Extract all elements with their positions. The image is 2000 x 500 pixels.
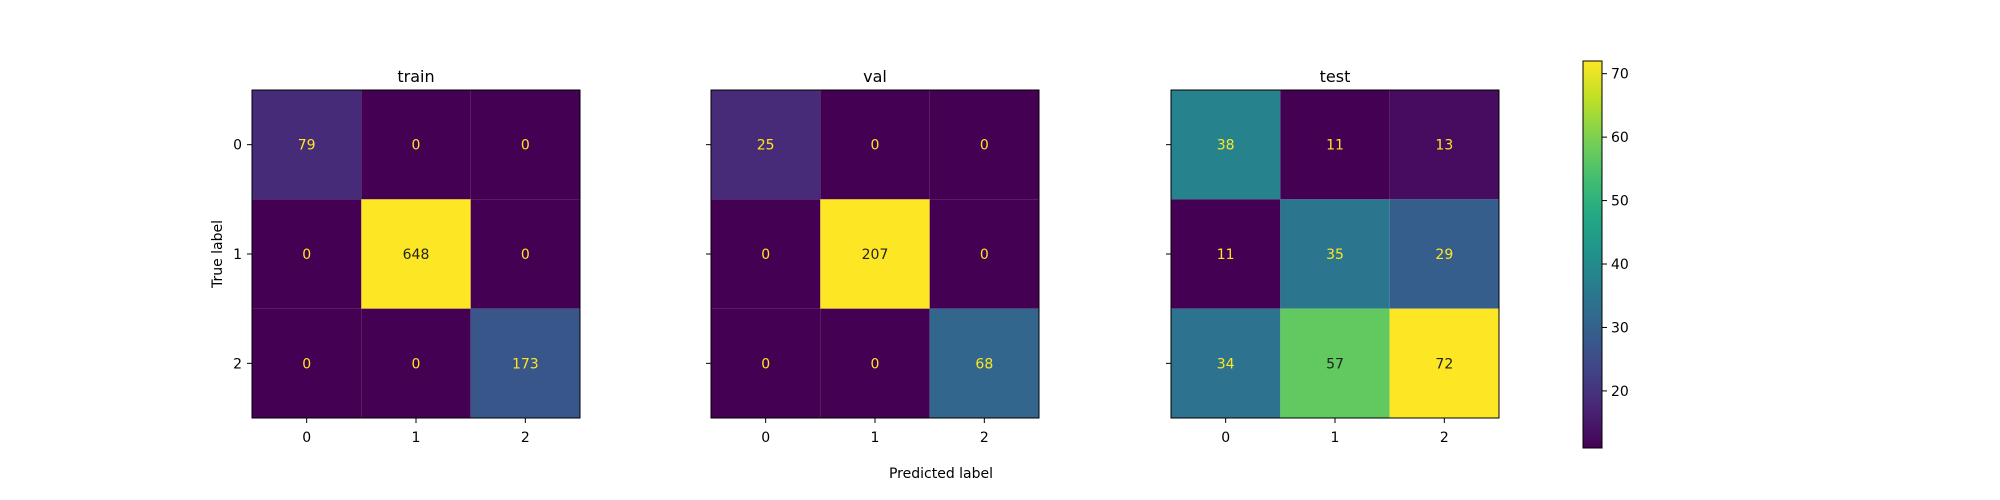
heatmap-cell <box>820 199 930 309</box>
x-tick-label: 1 <box>1331 430 1340 446</box>
cell-value-label: 72 <box>1435 356 1453 372</box>
heatmap-cell <box>820 308 930 418</box>
heatmap-cell <box>929 199 1039 309</box>
x-tick-label: 2 <box>1440 430 1449 446</box>
cell-value-label: 13 <box>1435 138 1453 154</box>
y-tick-label: 1 <box>233 247 242 263</box>
heatmap-cell <box>711 90 821 200</box>
heatmap-cell <box>252 308 362 418</box>
colorbar: 20 30 40 50 60 70 <box>1582 60 1629 449</box>
y-tick-label: 0 <box>233 138 242 154</box>
confusion-matrix-test: 38 11 13 11 35 29 34 57 72 test 0 1 2 <box>1166 67 1500 446</box>
heatmap-cell <box>252 199 362 309</box>
heatmap-cell <box>1171 308 1281 418</box>
heatmap-cell <box>929 90 1039 200</box>
cell-value-label: 0 <box>302 247 311 263</box>
y-axis-label: True label <box>210 220 226 289</box>
x-tick-label: 1 <box>871 430 880 446</box>
x-tick-label: 0 <box>1221 430 1230 446</box>
heatmap-cell <box>711 308 821 418</box>
cell-value-label: 648 <box>403 247 430 263</box>
heatmap-cell <box>361 308 471 418</box>
heatmap-cell <box>361 90 471 200</box>
heatmap-cell <box>1171 199 1281 309</box>
colorbar-tick-label: 50 <box>1611 194 1629 210</box>
cell-value-label: 0 <box>412 138 421 154</box>
cell-value-label: 25 <box>757 138 775 154</box>
cell-value-label: 0 <box>521 138 530 154</box>
heatmap-cell <box>1280 308 1390 418</box>
cell-value-label: 57 <box>1326 356 1344 372</box>
colorbar-gradient <box>1582 60 1603 449</box>
confusion-matrix-val: 25 0 0 0 207 0 0 0 68 val 0 1 2 Predicted label <box>706 67 1040 482</box>
colorbar-tick-label: 30 <box>1611 320 1629 336</box>
heatmap-cell <box>252 90 362 200</box>
heatmap-cell <box>1389 199 1499 309</box>
cell-value-label: 173 <box>512 356 539 372</box>
x-tick-label: 0 <box>761 430 770 446</box>
colorbar-tick-label: 60 <box>1611 130 1629 146</box>
heatmap-cell <box>1280 90 1390 200</box>
heatmap-cell <box>470 90 580 200</box>
plot-title: train <box>397 67 434 86</box>
x-tick-label: 2 <box>980 430 989 446</box>
heatmap-cell <box>1389 308 1499 418</box>
heatmap-cell <box>1171 90 1281 200</box>
x-tick-label: 1 <box>412 430 421 446</box>
colorbar-tick-label: 70 <box>1611 67 1629 83</box>
cell-value-label: 79 <box>298 138 316 154</box>
cell-value-label: 68 <box>975 356 993 372</box>
cell-value-label: 38 <box>1217 138 1235 154</box>
cell-value-label: 0 <box>871 138 880 154</box>
cell-value-label: 35 <box>1326 247 1344 263</box>
x-tick-label: 0 <box>302 430 311 446</box>
cell-value-label: 0 <box>412 356 421 372</box>
cell-value-label: 0 <box>761 356 770 372</box>
cell-value-label: 0 <box>761 247 770 263</box>
cell-value-label: 0 <box>302 356 311 372</box>
cell-value-label: 11 <box>1217 247 1235 263</box>
heatmap-cell <box>820 90 930 200</box>
plot-title: test <box>1320 67 1351 86</box>
colorbar-tick-label: 20 <box>1611 384 1629 400</box>
confusion-matrix-train: 79 0 0 0 648 0 0 0 173 train 0 1 2 0 1 2 True label <box>210 67 581 446</box>
cell-value-label: 0 <box>980 138 989 154</box>
cell-value-label: 0 <box>980 247 989 263</box>
heatmap-cell <box>470 308 580 418</box>
plot-title: val <box>863 67 887 86</box>
cell-value-label: 0 <box>521 247 530 263</box>
cell-value-label: 34 <box>1217 356 1235 372</box>
x-axis-label: Predicted label <box>889 466 993 482</box>
y-tick-label: 2 <box>233 356 242 372</box>
heatmap-cell <box>711 199 821 309</box>
cell-value-label: 29 <box>1435 247 1453 263</box>
x-tick-label: 2 <box>521 430 530 446</box>
heatmap-cell <box>470 199 580 309</box>
heatmap-cell <box>929 308 1039 418</box>
heatmap-cell <box>1389 90 1499 200</box>
heatmap-cell <box>361 199 471 309</box>
cell-value-label: 0 <box>871 356 880 372</box>
colorbar-tick-label: 40 <box>1611 257 1629 273</box>
cell-value-label: 11 <box>1326 138 1344 154</box>
heatmap-cell <box>1280 199 1390 309</box>
cell-value-label: 207 <box>862 247 889 263</box>
